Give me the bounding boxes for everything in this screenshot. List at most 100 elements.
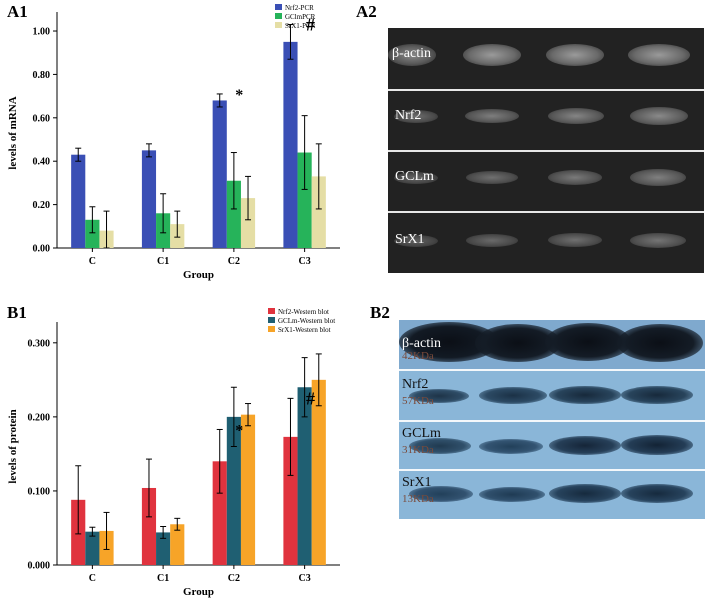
blot-row-label: β-actin — [402, 336, 441, 351]
legend-swatch — [275, 4, 282, 10]
gel-band — [546, 44, 604, 66]
blot-band — [621, 386, 693, 404]
legend-label: SrX1-PCR — [285, 22, 316, 30]
gel-band — [465, 109, 519, 123]
gel-row-label: β-actin — [392, 46, 431, 61]
blot-band — [479, 487, 545, 502]
gel-image-a2: β-actin Nrf2 GCLm SrX1 — [388, 28, 704, 273]
legend-label: GClmPCR — [285, 13, 316, 21]
x-axis-label: Group — [183, 269, 214, 281]
gel-band — [630, 233, 686, 248]
gel-band — [394, 110, 438, 123]
legend-label: GCLm-Western blot — [278, 317, 335, 325]
bar — [283, 436, 298, 565]
bar — [141, 487, 157, 565]
bar — [226, 180, 241, 248]
blot-band — [617, 324, 703, 362]
gel-row-label: Nrf2 — [395, 108, 422, 123]
gel-row-label: SrX1 — [395, 232, 425, 247]
panel-label-a1: A1 — [7, 2, 28, 21]
legend-label: SrX1-Western blot — [278, 326, 331, 334]
blot-kda-label: 31KDa — [402, 444, 434, 456]
blot-row-label: GCLm — [402, 426, 441, 441]
x-tick-label: C — [89, 573, 96, 584]
x-tick-label: C2 — [228, 256, 240, 267]
blot-band — [621, 484, 693, 503]
y-axis-label: levels of protein — [7, 409, 19, 483]
blot-band — [549, 386, 621, 404]
blot-divider — [399, 369, 705, 371]
bar — [297, 387, 312, 565]
y-tick-label: 0.100 — [28, 486, 51, 497]
gel-band — [394, 172, 438, 184]
blot-band — [549, 484, 621, 503]
chart-a1: 0.00 0.20 0.40 0.60 0.80 1.00 levels of mRNA Gr… — [7, 4, 340, 281]
blot-row-label: Nrf2 — [402, 377, 429, 392]
significance-marker: * — [235, 87, 243, 104]
blot-kda-label: 42KDa — [402, 350, 434, 362]
bar — [71, 154, 86, 248]
legend-swatch — [275, 13, 282, 19]
bar — [226, 416, 241, 565]
gel-band — [463, 44, 521, 66]
significance-marker: # — [306, 15, 315, 35]
gel-band — [394, 235, 438, 247]
x-tick-label: C3 — [299, 573, 311, 584]
blot-band — [409, 438, 471, 454]
bar — [283, 41, 298, 249]
y-tick-label: 0.60 — [33, 113, 51, 124]
legend-label: Nrf2-PCR — [285, 4, 314, 12]
gel-band — [466, 234, 518, 247]
blot-row-label: SrX1 — [402, 475, 432, 490]
blot-band — [409, 486, 473, 502]
gel-band — [630, 169, 686, 186]
x-tick-label: C2 — [228, 573, 240, 584]
bar — [141, 150, 157, 248]
panel-label-a2: A2 — [356, 2, 377, 21]
bar — [297, 152, 312, 248]
gel-divider — [388, 89, 704, 91]
bar — [156, 532, 171, 565]
x-tick-label: C1 — [157, 573, 169, 584]
blot-band — [621, 435, 693, 455]
blot-kda-label: 57KDa — [402, 395, 434, 407]
y-tick-label: 0.20 — [33, 200, 51, 211]
bar — [212, 461, 227, 565]
x-tick-label: C1 — [157, 256, 169, 267]
gel-band — [548, 233, 602, 247]
y-tick-label: 0.40 — [33, 157, 51, 168]
gel-band — [388, 44, 436, 66]
y-tick-label: 0.00 — [33, 244, 51, 255]
bar — [85, 531, 100, 565]
legend-label: Nrf2-Western blot — [278, 308, 329, 316]
chart-b1: 0.000 0.100 0.200 0.300 levels of protein Gro… — [7, 308, 340, 598]
gel-divider — [388, 211, 704, 213]
y-axis-label: levels of mRNA — [7, 96, 19, 169]
blot-divider — [399, 469, 705, 471]
blot-band — [479, 387, 547, 404]
significance-marker: # — [306, 388, 315, 408]
blot-band — [549, 436, 621, 455]
blot-band — [545, 323, 631, 361]
bar — [240, 414, 256, 565]
y-tick-label: 1.00 — [33, 27, 51, 38]
bar — [240, 198, 256, 248]
bar — [170, 524, 185, 565]
y-tick-label: 0.200 — [28, 412, 51, 423]
blot-image-b2: β-actin 42KDa Nrf2 57KDa GCLm 31KDa SrX1… — [399, 320, 705, 519]
x-axis-label: Group — [183, 586, 214, 598]
y-tick-label: 0.000 — [28, 561, 51, 572]
bar — [212, 100, 227, 249]
x-tick-label: C3 — [299, 256, 311, 267]
blot-kda-label: 13KDa — [402, 493, 434, 505]
x-tick-label: C — [89, 256, 96, 267]
blot-band — [479, 439, 543, 454]
gel-row-label: GCLm — [395, 169, 434, 184]
gel-band — [630, 107, 688, 125]
blot-divider — [399, 420, 705, 422]
gel-band — [466, 171, 518, 184]
gel-band — [628, 44, 690, 66]
legend-swatch — [268, 326, 275, 332]
significance-marker: * — [235, 422, 243, 439]
bar — [311, 176, 326, 248]
